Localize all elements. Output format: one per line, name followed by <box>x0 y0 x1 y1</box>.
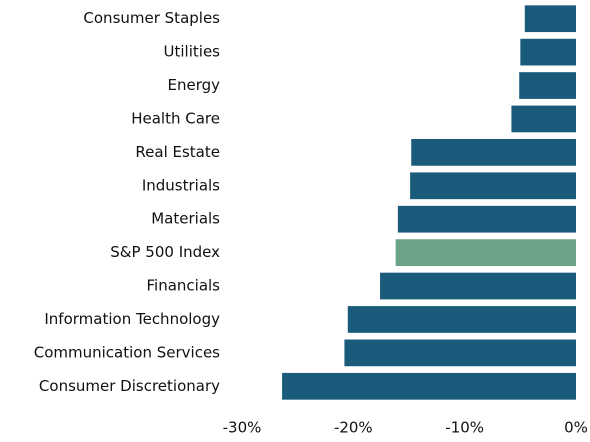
y-tick-label: S&P 500 Index <box>110 243 220 261</box>
bar <box>395 239 576 266</box>
y-tick-label: Real Estate <box>135 143 220 161</box>
x-tick-label: -30% <box>223 419 262 437</box>
y-tick-label: Utilities <box>164 43 221 61</box>
bar <box>520 38 576 66</box>
y-tick-label: Communication Services <box>34 343 220 361</box>
y-tick-label: Information Technology <box>44 310 220 328</box>
y-tick-label: Consumer Discretionary <box>39 377 220 395</box>
y-tick-label: Health Care <box>131 109 220 127</box>
y-tick-label: Materials <box>151 210 220 228</box>
bar <box>397 205 576 233</box>
bar <box>347 306 576 333</box>
bar <box>380 272 576 300</box>
x-tick-label: 0% <box>564 419 588 437</box>
x-tick-label: -20% <box>334 419 373 437</box>
x-tick-label: -10% <box>445 419 484 437</box>
bar <box>519 72 576 99</box>
y-tick-label: Financials <box>147 277 221 295</box>
bar <box>410 172 576 200</box>
bar <box>282 372 576 400</box>
bar <box>411 139 576 166</box>
bar <box>511 105 576 133</box>
y-tick-label: Industrials <box>142 176 220 194</box>
y-tick-label: Energy <box>167 76 220 94</box>
bar <box>344 339 576 367</box>
y-tick-label: Consumer Staples <box>83 9 220 27</box>
bar <box>524 5 576 33</box>
